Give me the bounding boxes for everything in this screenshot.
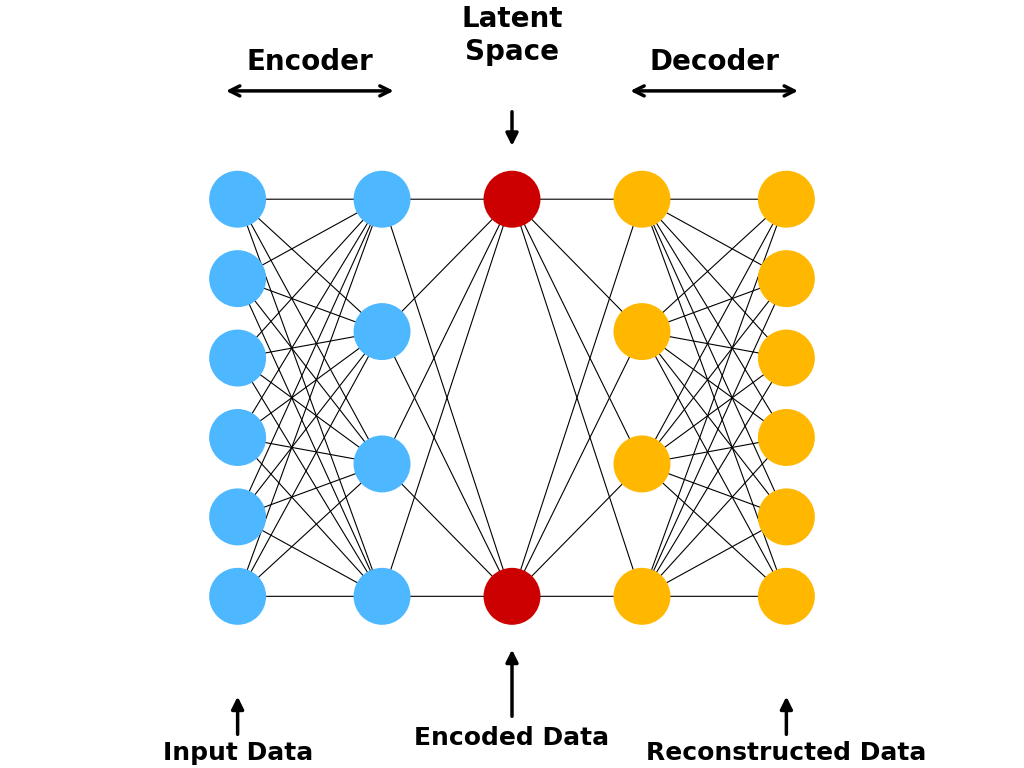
- Circle shape: [759, 172, 814, 227]
- Circle shape: [759, 489, 814, 545]
- Text: Input Data: Input Data: [163, 740, 312, 765]
- Circle shape: [210, 569, 265, 624]
- Text: Encoded Data: Encoded Data: [415, 727, 609, 750]
- Circle shape: [354, 569, 410, 624]
- Circle shape: [759, 569, 814, 624]
- Circle shape: [210, 330, 265, 386]
- Circle shape: [210, 172, 265, 227]
- Circle shape: [614, 304, 670, 359]
- Text: Encoder: Encoder: [247, 48, 373, 77]
- Text: Reconstructed Data: Reconstructed Data: [646, 740, 927, 765]
- Circle shape: [354, 436, 410, 492]
- Circle shape: [614, 569, 670, 624]
- Circle shape: [354, 304, 410, 359]
- Text: Latent
Space: Latent Space: [461, 5, 563, 65]
- Circle shape: [759, 410, 814, 465]
- Circle shape: [210, 251, 265, 306]
- Circle shape: [614, 436, 670, 492]
- Circle shape: [759, 251, 814, 306]
- Circle shape: [484, 172, 540, 227]
- Circle shape: [210, 410, 265, 465]
- Text: Decoder: Decoder: [649, 48, 779, 77]
- Circle shape: [484, 569, 540, 624]
- Circle shape: [759, 330, 814, 386]
- Circle shape: [614, 172, 670, 227]
- Circle shape: [354, 172, 410, 227]
- Circle shape: [210, 489, 265, 545]
